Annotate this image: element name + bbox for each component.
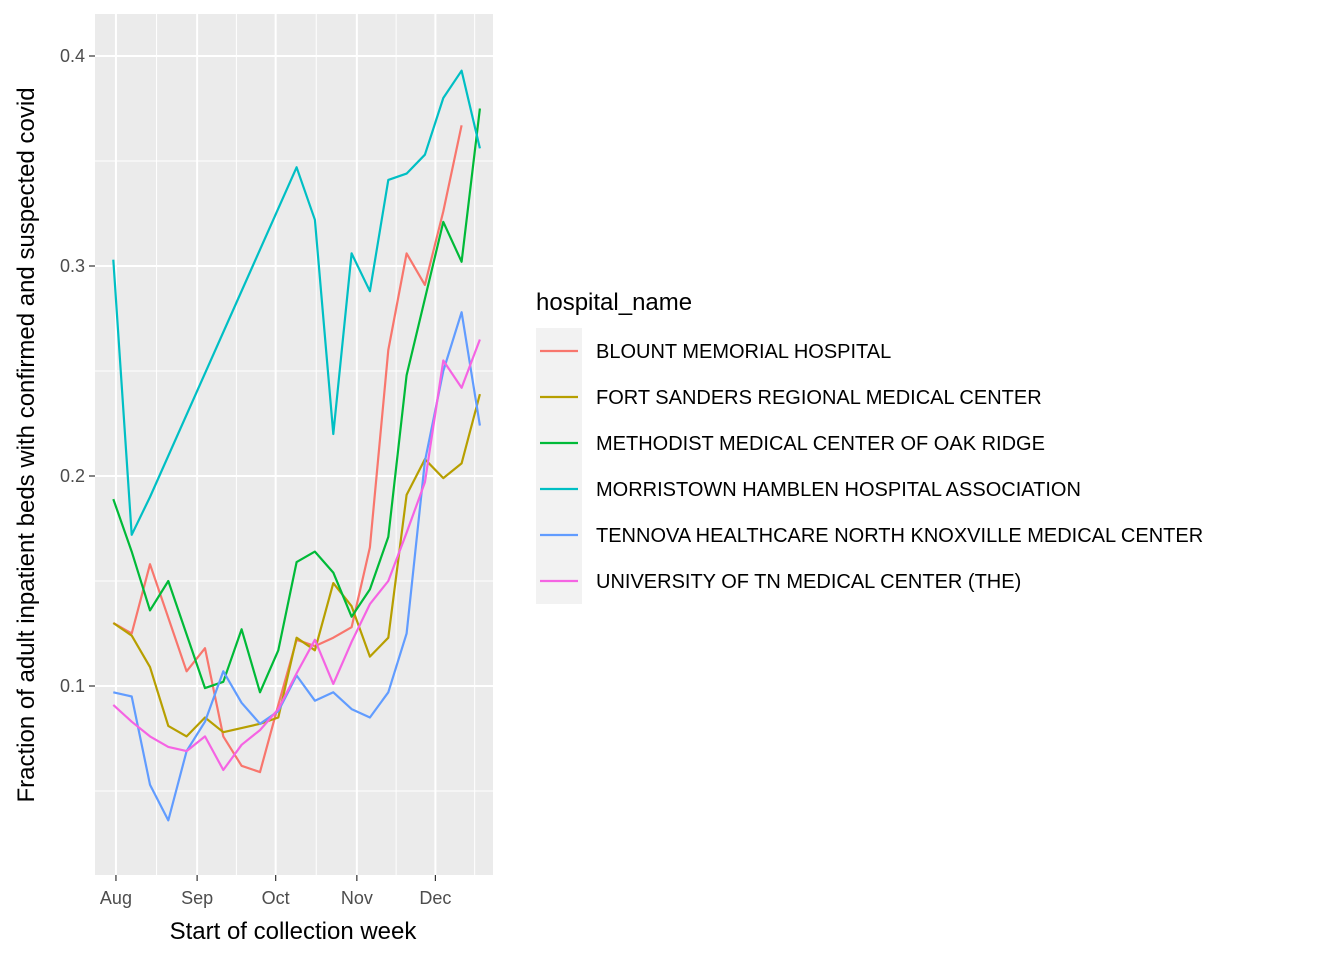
y-tick-label: 0.1 (60, 676, 85, 696)
series-line-3 (112, 108, 481, 694)
legend-items: BLOUNT MEMORIAL HOSPITAL FORT SANDERS REG… (540, 341, 1203, 593)
legend: hospital_name BLOUNT MEMORIAL HOSPITAL FO… (536, 289, 1203, 604)
series-lines (112, 69, 481, 822)
y-tick-label: 0.4 (60, 46, 85, 66)
x-axis: Aug Sep Oct Nov Dec (100, 875, 451, 908)
x-tick-label: Aug (100, 888, 132, 908)
minor-gridlines (95, 14, 493, 875)
y-tick-label: 0.3 (60, 256, 85, 276)
series-line-4 (112, 69, 481, 536)
x-tick-label: Oct (262, 888, 290, 908)
legend-key-background (536, 328, 582, 604)
x-tick-label: Sep (181, 888, 213, 908)
major-gridlines (95, 14, 493, 875)
y-axis-title: Fraction of adult inpatient beds with co… (13, 87, 40, 802)
y-tick-label: 0.2 (60, 466, 85, 486)
series-line-6 (112, 339, 481, 772)
legend-label-1: BLOUNT MEMORIAL HOSPITAL (596, 341, 891, 363)
x-axis-title: Start of collection week (170, 918, 418, 945)
legend-title: hospital_name (536, 289, 692, 316)
x-tick-label: Nov (341, 888, 373, 908)
y-axis: 0.1 0.2 0.3 0.4 (60, 46, 95, 696)
legend-label-5: TENNOVA HEALTHCARE NORTH KNOXVILLE MEDIC… (596, 525, 1203, 547)
legend-label-4: MORRISTOWN HAMBLEN HOSPITAL ASSOCIATION (596, 479, 1081, 501)
plot-panel (95, 14, 493, 875)
legend-label-3: METHODIST MEDICAL CENTER OF OAK RIDGE (596, 433, 1045, 455)
x-tick-label: Dec (419, 888, 451, 908)
legend-label-6: UNIVERSITY OF TN MEDICAL CENTER (THE) (596, 571, 1021, 593)
series-line-2 (112, 393, 481, 738)
legend-label-2: FORT SANDERS REGIONAL MEDICAL CENTER (596, 387, 1042, 409)
